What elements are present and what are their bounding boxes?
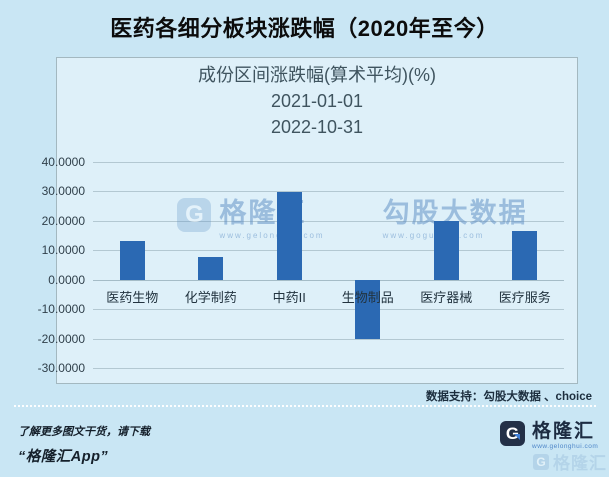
y-axis-tick-label: 10.0000 — [41, 243, 85, 258]
promo-line2: “格隆汇App” — [18, 449, 109, 465]
bar-生物制品 — [355, 279, 381, 339]
brand-url: www.gelonghui.com — [532, 443, 599, 450]
gelonghui-logo-icon: G — [500, 421, 525, 446]
logo-arrow-icon — [514, 434, 520, 440]
bar-医疗服务 — [512, 230, 538, 280]
chart-header: 成份区间涨跌幅(算术平均)(%) 2021-01-01 2022-10-31 — [57, 62, 577, 140]
bar-化学制药 — [198, 257, 224, 280]
category-label: 生物制品 — [341, 289, 394, 305]
y-axis-tick-label: -30.0000 — [37, 361, 85, 375]
chart-date-start: 2021-01-01 — [270, 91, 364, 111]
y-axis-tick-label: 40.0000 — [41, 155, 85, 169]
y-axis-tick-label: 30.0000 — [41, 184, 85, 199]
gridline — [93, 338, 564, 340]
y-axis-tick-label: -20.0000 — [37, 331, 85, 346]
category-label: 医药生物 — [106, 289, 159, 305]
page-title: 医药各细分板块涨跌幅（2020年至今） — [110, 16, 499, 41]
gridline — [93, 250, 564, 252]
watermark-brand-text: 格隆汇 — [219, 198, 307, 228]
category-label: 医疗服务 — [498, 289, 551, 305]
category-label: 中药II — [272, 289, 306, 305]
watermark-brand-group: G 格隆汇 www.gelonghui.com — [177, 198, 324, 240]
gridline — [93, 162, 564, 163]
category-label: 医疗器械 — [420, 289, 473, 305]
y-axis-tick-label: -10.0000 — [37, 302, 85, 317]
promo-line1: 了解更多图文干货，请下载 — [18, 426, 150, 438]
separator-line — [14, 405, 596, 407]
gridline — [93, 309, 564, 311]
y-axis-tick-label: 20.0000 — [41, 213, 85, 228]
gridline — [93, 279, 564, 281]
footer-promo: 了解更多图文干货，请下载 “格隆汇App” — [18, 423, 150, 466]
chart-date-end: 2022-10-31 — [270, 117, 364, 137]
chart-title: 成份区间涨跌幅(算术平均)(%) — [198, 65, 436, 85]
chart-panel: 成份区间涨跌幅(算术平均)(%) 2021-01-01 2022-10-31 G… — [38, 57, 578, 384]
bar-chart-plot: G 格隆汇 www.gelonghui.com 勾股大数据 www.goguda… — [38, 155, 564, 375]
y-axis-tick-label: 0.0000 — [48, 272, 85, 287]
bar-医疗器械 — [433, 221, 459, 280]
data-support-note: 数据支持：勾股大数据 、choice — [425, 391, 592, 403]
category-label: 化学制药 — [184, 289, 237, 305]
watermark-brand-url: www.gelonghui.com — [219, 231, 325, 240]
gelonghui-watermark-icon: G — [177, 198, 212, 232]
gridline — [93, 220, 564, 222]
corner-logo-icon: G — [533, 453, 549, 470]
corner-watermark: G 格隆汇 — [533, 449, 607, 474]
bar-医药生物 — [119, 240, 145, 280]
brand-logo: G 格隆汇 www.gelonghui.com — [500, 421, 598, 450]
brand-name: 格隆汇 — [532, 421, 596, 442]
corner-brand-text: 格隆汇 — [553, 454, 607, 473]
gridline — [93, 191, 564, 193]
gridline — [93, 368, 564, 369]
bar-中药II — [276, 191, 302, 280]
